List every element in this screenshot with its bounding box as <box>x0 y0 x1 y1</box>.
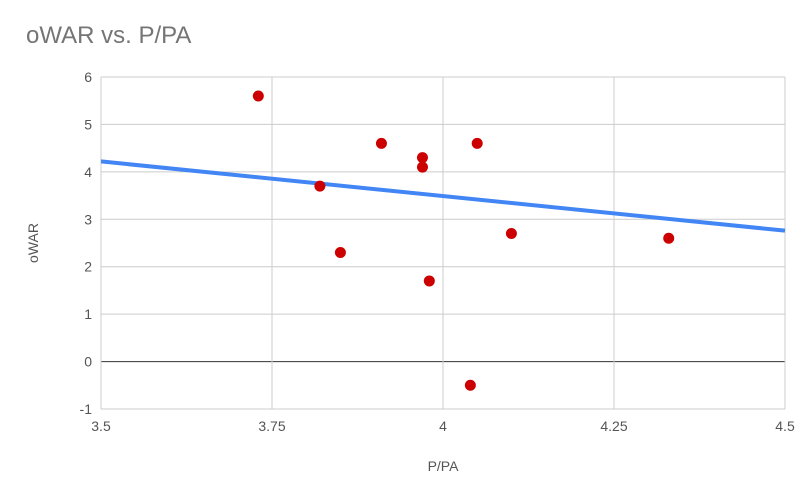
y-tick-label: 2 <box>84 259 92 275</box>
x-tick-label: 4.5 <box>775 418 795 434</box>
x-axis-label: P/PA <box>428 458 460 474</box>
tick-layer: -1 0 1 2 3 4 5 6 3.5 3.75 4 4.25 4.5 <box>80 69 795 434</box>
y-axis-label: oWAR <box>25 223 41 263</box>
data-point[interactable] <box>416 161 428 173</box>
y-tick-label: 6 <box>84 69 92 85</box>
data-point[interactable] <box>416 152 428 164</box>
y-tick-label: 0 <box>84 354 92 370</box>
data-point[interactable] <box>314 180 326 192</box>
y-tick-label: 5 <box>84 116 92 132</box>
y-tick-label: 3 <box>84 211 92 227</box>
grid-layer <box>100 76 786 410</box>
data-point[interactable] <box>423 275 435 287</box>
y-tick-label: -1 <box>80 401 93 417</box>
data-point[interactable] <box>471 137 483 149</box>
trendline-layer <box>100 159 786 233</box>
data-point[interactable] <box>252 90 264 102</box>
data-point[interactable] <box>663 232 675 244</box>
data-point[interactable] <box>334 246 346 258</box>
y-tick-label: 1 <box>84 306 92 322</box>
data-point[interactable] <box>464 379 476 391</box>
y-tick-label: 4 <box>84 164 92 180</box>
point-layer <box>252 90 675 391</box>
chart-title: oWAR vs. P/PA <box>26 22 192 49</box>
trendline <box>100 159 786 233</box>
data-point[interactable] <box>375 137 387 149</box>
x-tick-label: 4.25 <box>600 418 627 434</box>
x-tick-label: 4 <box>439 418 447 434</box>
data-point[interactable] <box>505 228 517 240</box>
x-tick-label: 3.75 <box>258 418 285 434</box>
x-tick-label: 3.5 <box>91 418 111 434</box>
